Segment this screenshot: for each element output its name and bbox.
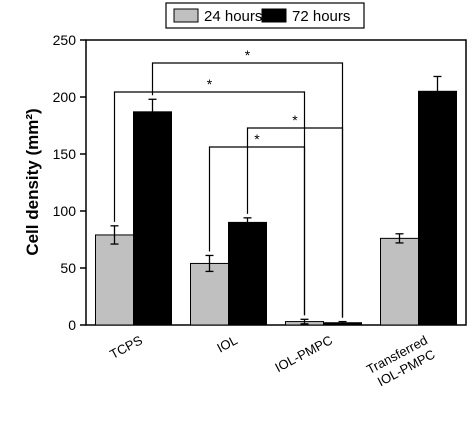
- x-category-label: IOL: [214, 332, 240, 355]
- x-category-label: IOL-PMPC: [272, 332, 335, 375]
- bar-72h: [418, 90, 457, 326]
- x-category-label-line: IOL: [214, 332, 240, 355]
- significance-star: *: [245, 47, 251, 63]
- y-axis: 0 50 100 150 200 250: [53, 32, 86, 333]
- y-tick-label: 100: [53, 203, 77, 219]
- x-category-label-line: IOL-PMPC: [272, 332, 335, 375]
- y-tick-label: 0: [68, 317, 76, 333]
- legend-swatch: [173, 8, 199, 23]
- x-category-label-line: TCPS: [107, 332, 145, 362]
- y-axis-label: Cell density (mm²): [23, 108, 42, 255]
- plot-frame: [85, 39, 467, 326]
- x-axis: TCPS IOL IOL-PMPC TransferredIOL-PMPC: [107, 332, 437, 391]
- bar-72h: [228, 221, 267, 326]
- error-bars: [110, 75, 442, 325]
- bar-24h: [95, 234, 134, 326]
- x-category-label: TransferredIOL-PMPC: [364, 332, 437, 391]
- y-tick-label: 50: [60, 260, 76, 276]
- y-tick-label: 250: [53, 32, 77, 48]
- legend: 24 hours 72 hours: [165, 2, 365, 29]
- bar-24h: [190, 262, 229, 326]
- bar-24h: [380, 237, 419, 326]
- significance-brackets: * * * *: [113, 47, 344, 318]
- y-tick-label: 150: [53, 146, 77, 162]
- legend-label: 24 hours: [204, 8, 262, 25]
- significance-star: *: [254, 131, 260, 147]
- legend-label: 72 hours: [292, 8, 350, 25]
- x-category-label: TCPS: [107, 332, 145, 362]
- bars: [95, 90, 457, 326]
- significance-bracket: [246, 127, 344, 318]
- significance-star: *: [292, 112, 298, 128]
- legend-swatch: [261, 8, 287, 23]
- significance-star: *: [207, 76, 213, 92]
- y-tick-label: 200: [53, 89, 77, 105]
- bar-72h: [133, 111, 172, 326]
- significance-bracket: [208, 146, 306, 316]
- plot-border: [85, 39, 467, 326]
